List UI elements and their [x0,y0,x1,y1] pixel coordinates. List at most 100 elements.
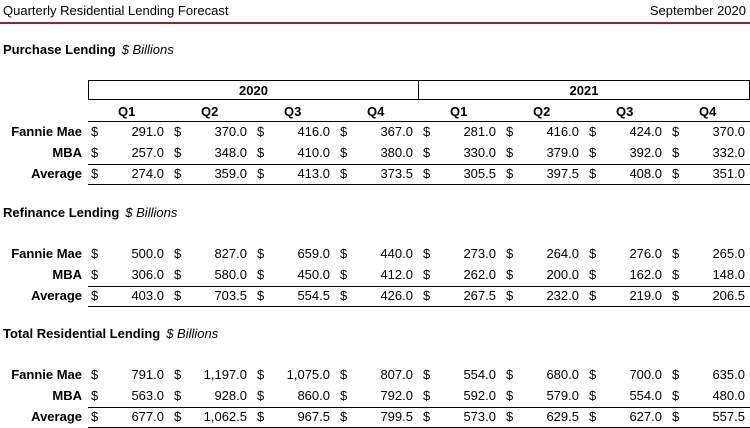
quarter-header: Q4 [367,104,385,119]
value-cell: $703.5 [171,286,253,306]
value-cell: $148.0 [669,265,750,285]
value-cell: $416.0 [254,122,336,142]
cell-value: 557.5 [712,409,745,424]
value-cell: $367.0 [337,122,419,142]
cell-value: 370.0 [214,124,247,139]
value-cell: $677.0 [88,407,170,427]
report-date: September 2020 [649,3,746,18]
cell-value: 262.0 [463,267,496,282]
currency-symbol: $ [174,166,182,181]
value-cell: $860.0 [254,386,336,406]
average-top-rule [88,164,750,165]
table-row: Average $403.0 $703.5 $554.5 $426.0 $267.5 $23… [0,286,750,306]
currency-symbol: $ [91,267,99,282]
currency-symbol: $ [672,409,680,424]
value-cell: $557.5 [669,407,750,427]
currency-symbol: $ [174,246,182,261]
cell-value: 416.0 [297,124,330,139]
currency-symbol: $ [340,409,348,424]
currency-symbol: $ [506,388,514,403]
currency-symbol: $ [672,267,680,282]
value-cell: $410.0 [254,143,336,163]
report-header: Quarterly Residential Lending Forecast S… [0,0,750,24]
cell-value: 392.0 [629,145,662,160]
value-cell: $799.5 [337,407,419,427]
currency-symbol: $ [340,267,348,282]
currency-symbol: $ [506,166,514,181]
currency-symbol: $ [423,267,431,282]
cell-value: 291.0 [131,124,164,139]
value-cell: $792.0 [337,386,419,406]
value-cell: $273.0 [420,244,502,264]
currency-symbol: $ [174,367,182,382]
value-cell: $359.0 [171,164,253,184]
currency-symbol: $ [672,367,680,382]
currency-symbol: $ [91,409,99,424]
value-cell: $450.0 [254,265,336,285]
cell-value: 379.0 [546,145,579,160]
row-label: Average [31,288,82,303]
row-label: Fannie Mae [11,367,82,382]
currency-symbol: $ [672,124,680,139]
currency-symbol: $ [423,367,431,382]
currency-symbol: $ [340,145,348,160]
currency-symbol: $ [91,367,99,382]
report-title: Quarterly Residential Lending Forecast [3,3,229,18]
cell-value: 265.0 [712,246,745,261]
value-cell: $232.0 [503,286,585,306]
quarter-header-rule [88,121,750,122]
value-cell: $392.0 [586,143,668,163]
cell-value: 635.0 [712,367,745,382]
cell-value: 410.0 [297,145,330,160]
currency-symbol: $ [257,409,265,424]
average-bottom-rule [88,184,750,185]
cell-value: 860.0 [297,388,330,403]
table-row: Fannie Mae $500.0 $827.0 $659.0 $440.0 $273.0… [0,244,750,264]
currency-symbol: $ [423,246,431,261]
currency-symbol: $ [589,388,597,403]
value-cell: $379.0 [503,143,585,163]
cell-value: 413.0 [297,166,330,181]
row-label: MBA [52,267,82,282]
value-cell: $412.0 [337,265,419,285]
year-header-2020: 2020 [88,80,419,100]
value-cell: $554.0 [420,365,502,385]
value-cell: $408.0 [586,164,668,184]
value-cell: $373.5 [337,164,419,184]
value-cell: $281.0 [420,122,502,142]
cell-value: 306.0 [131,267,164,282]
cell-value: 276.0 [629,246,662,261]
cell-value: 219.0 [629,288,662,303]
value-cell: $330.0 [420,143,502,163]
cell-value: 332.0 [712,145,745,160]
table-row: MBA $257.0 $348.0 $410.0 $380.0 $330.0 $379.0 $… [0,143,750,163]
table-row: Fannie Mae $791.0 $1,197.0 $1,075.0 $807.0 $5… [0,365,750,385]
cell-value: 424.0 [629,124,662,139]
value-cell: $580.0 [171,265,253,285]
cell-value: 232.0 [546,288,579,303]
cell-value: 264.0 [546,246,579,261]
value-cell: $627.0 [586,407,668,427]
cell-value: 700.0 [629,367,662,382]
value-cell: $700.0 [586,365,668,385]
currency-symbol: $ [506,124,514,139]
value-cell: $480.0 [669,386,750,406]
average-bottom-rule [88,306,750,307]
currency-symbol: $ [174,388,182,403]
cell-value: 380.0 [380,145,413,160]
cell-value: 807.0 [380,367,413,382]
value-cell: $332.0 [669,143,750,163]
currency-symbol: $ [340,288,348,303]
currency-symbol: $ [672,388,680,403]
currency-symbol: $ [423,409,431,424]
cell-value: 440.0 [380,246,413,261]
cell-value: 554.5 [297,288,330,303]
value-cell: $370.0 [669,122,750,142]
year-header-2021: 2021 [418,80,750,100]
value-cell: $416.0 [503,122,585,142]
currency-symbol: $ [174,409,182,424]
currency-symbol: $ [91,124,99,139]
quarter-header: Q1 [450,104,468,119]
currency-symbol: $ [589,288,597,303]
cell-value: 500.0 [131,246,164,261]
